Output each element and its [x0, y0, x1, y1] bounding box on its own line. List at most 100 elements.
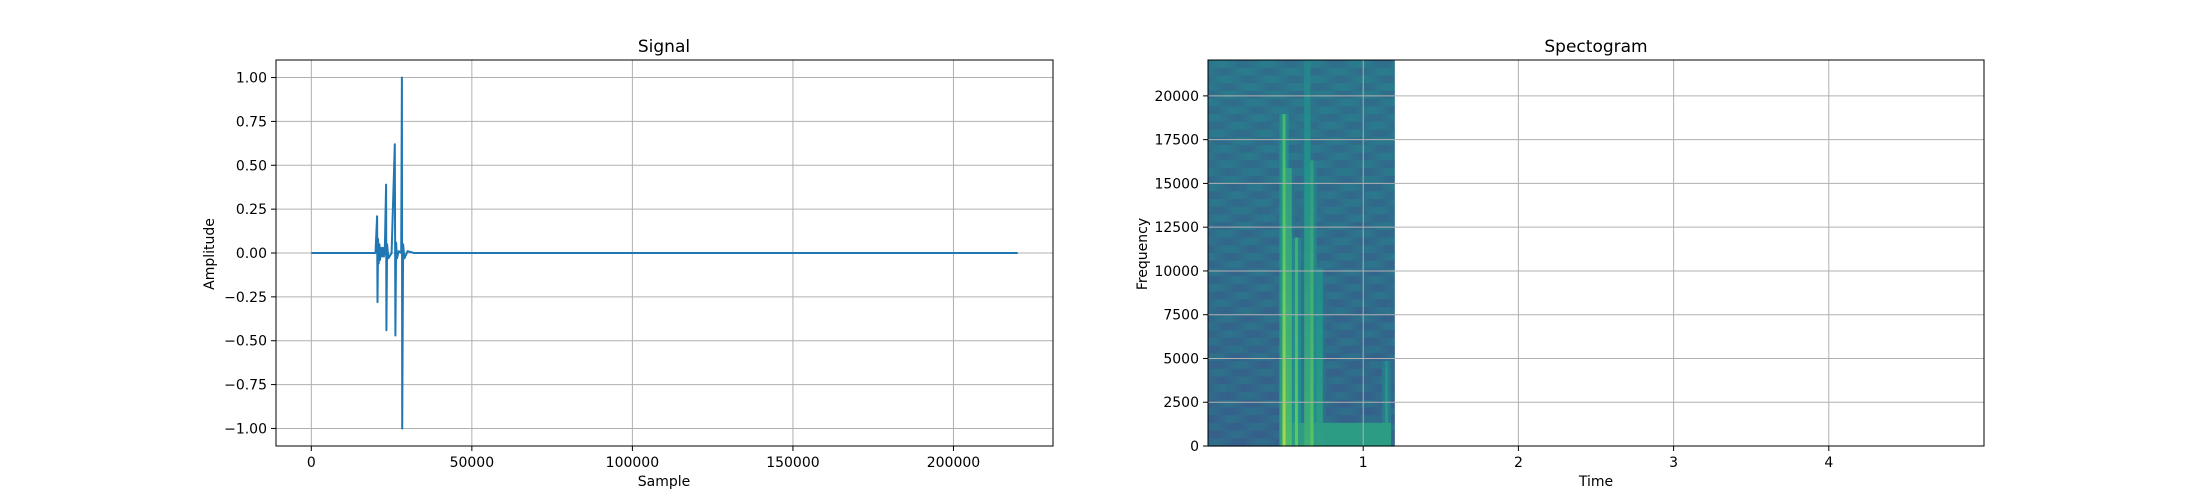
spectrogram-cell — [1223, 83, 1228, 92]
spectrogram-cell — [1251, 60, 1256, 69]
spectrogram-cell — [1316, 307, 1321, 316]
spectrogram-cell — [1260, 314, 1265, 324]
spectrogram-cell — [1229, 368, 1234, 378]
spectrogram-cell — [1298, 368, 1302, 378]
spectrogram-cell — [1347, 183, 1352, 192]
spectrogram-cell — [1251, 168, 1256, 177]
spectrogram-cell — [1341, 415, 1346, 424]
spectrogram-cell — [1220, 268, 1225, 277]
spectrogram-cell — [1211, 175, 1215, 185]
spectrogram-cell — [1332, 307, 1336, 316]
spectrogram-cell — [1360, 353, 1364, 362]
spectrogram-cell — [1391, 430, 1395, 439]
spectrogram-cell — [1232, 368, 1237, 378]
spectrogram-cell — [1335, 430, 1339, 439]
spectrogram-cell — [1322, 422, 1327, 432]
spectrogram-cell — [1310, 67, 1315, 77]
signal-axes-frame — [275, 59, 1054, 447]
spectrogram-cell — [1369, 137, 1374, 146]
spectrogram-cell — [1344, 330, 1349, 339]
spectrogram-cell — [1325, 322, 1330, 331]
spectrogram-cell — [1384, 90, 1389, 100]
spectrogram-cell — [1391, 121, 1395, 131]
spectrogram-cell — [1347, 98, 1352, 107]
spectrogram-cell — [1391, 83, 1395, 92]
spectrogram-cell — [1301, 307, 1305, 316]
spectrogram-cell — [1356, 67, 1361, 77]
spectrogram-cell — [1235, 168, 1240, 177]
spectrogram-cell — [1347, 67, 1352, 77]
spectrogram-cell — [1294, 399, 1299, 408]
spectrogram-cell — [1211, 368, 1215, 378]
spectrogram-cell — [1322, 438, 1327, 447]
spectrogram-cell — [1316, 276, 1321, 285]
spectrogram-cell — [1226, 376, 1231, 385]
spectrogram-cell — [1282, 198, 1287, 208]
spectrogram-cell — [1353, 268, 1358, 277]
spectrogram-cell — [1304, 430, 1308, 439]
spectrogram-cell — [1251, 330, 1256, 339]
spectrogram-cell — [1260, 183, 1265, 192]
spectrogram-cell — [1288, 60, 1293, 69]
spectrogram-cell — [1294, 276, 1299, 285]
spectrogram-cell — [1276, 368, 1280, 378]
spectrogram-cell — [1270, 114, 1274, 123]
spectrogram-y-tick-label: 12500 — [1154, 220, 1199, 236]
spectrogram-cell — [1239, 299, 1243, 308]
spectrogram-cell — [1288, 191, 1293, 200]
spectrogram-cell — [1270, 422, 1274, 432]
spectrogram-cell — [1273, 67, 1277, 77]
spectrogram-cell — [1291, 106, 1296, 115]
spectrogram-cell — [1329, 353, 1333, 362]
spectrogram-cell — [1263, 90, 1268, 100]
spectrogram-cell — [1214, 229, 1218, 239]
spectrogram-cell — [1366, 361, 1370, 370]
spectrogram-cell — [1344, 430, 1349, 439]
spectrogram-cell — [1229, 422, 1234, 432]
spectrogram-cell — [1273, 361, 1277, 370]
spectrogram-cell — [1214, 253, 1218, 262]
spectrogram-cell — [1347, 430, 1352, 439]
spectrogram-cell — [1226, 75, 1231, 84]
spectrogram-cell — [1291, 330, 1296, 339]
spectrogram-cell — [1375, 129, 1380, 138]
spectrogram-cell — [1298, 253, 1302, 262]
spectrogram-cell — [1229, 121, 1234, 131]
spectrogram-cell — [1211, 438, 1215, 447]
spectrogram-cell — [1211, 345, 1215, 354]
spectrogram-cell — [1369, 384, 1374, 393]
spectrogram-cell — [1298, 168, 1302, 177]
spectrogram-cell — [1242, 353, 1246, 362]
spectrogram-cell — [1369, 222, 1374, 231]
spectrogram-cell — [1360, 422, 1364, 432]
spectrogram-cell — [1288, 183, 1293, 192]
spectrogram-cell — [1313, 368, 1318, 378]
spectrogram-cell — [1319, 307, 1324, 316]
spectrogram-cell — [1391, 368, 1395, 378]
spectrogram-cell — [1276, 337, 1280, 347]
spectrogram-cell — [1208, 422, 1212, 432]
spectrogram-cell — [1208, 60, 1212, 69]
spectrogram-cell — [1245, 160, 1249, 169]
spectrogram-cell — [1294, 129, 1299, 138]
spectrogram-cell — [1251, 67, 1256, 77]
spectrogram-cell — [1291, 214, 1296, 223]
spectrogram-cell — [1208, 168, 1212, 177]
spectrogram-cell — [1350, 407, 1355, 416]
spectrogram-cell — [1251, 222, 1256, 231]
spectrogram-cell — [1381, 144, 1386, 154]
spectrogram-cell — [1363, 276, 1367, 285]
spectrogram-cell — [1288, 114, 1293, 123]
spectrogram-cell — [1235, 376, 1240, 385]
spectrogram-cell — [1313, 322, 1318, 331]
spectrogram-cell — [1226, 152, 1231, 161]
spectrogram-cell — [1301, 83, 1305, 92]
spectrogram-cell — [1350, 260, 1355, 270]
spectrogram-cell — [1208, 214, 1212, 223]
spectrogram-cell — [1335, 214, 1339, 223]
spectrogram-cell — [1322, 229, 1327, 239]
spectrogram-cell — [1229, 399, 1234, 408]
spectrogram-cell — [1273, 183, 1277, 192]
spectrogram-cell — [1313, 245, 1318, 254]
spectrogram-cell — [1301, 345, 1305, 354]
